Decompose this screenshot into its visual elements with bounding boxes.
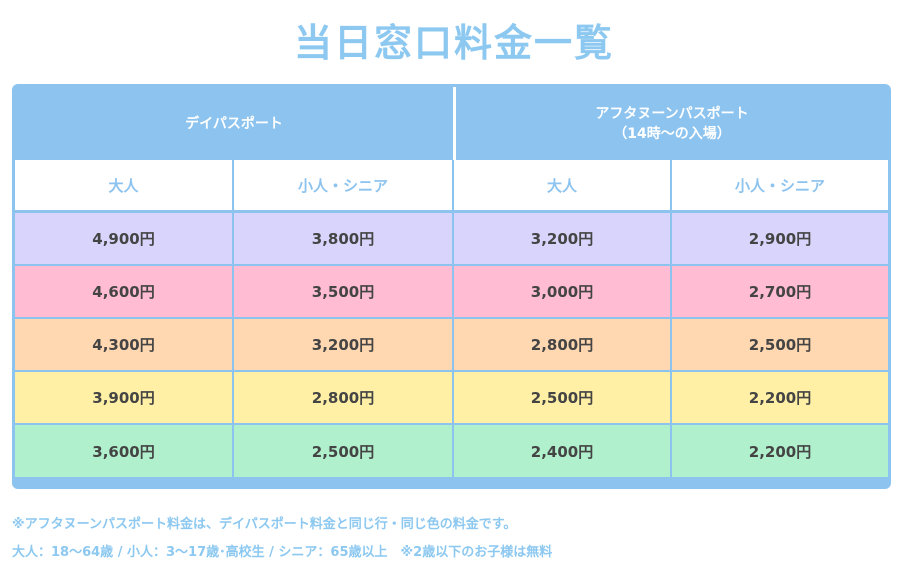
subheader-day-adult: 大人 xyxy=(15,160,234,210)
price-cell: 3,000円 xyxy=(454,266,672,317)
price-cell: 4,300円 xyxy=(15,319,234,370)
price-cell: 2,800円 xyxy=(454,319,672,370)
footnote-afternoon-pricing: ※アフタヌーンパスポート料金は、デイパスポート料金と同じ行・同じ色の料金です。 xyxy=(12,517,517,532)
price-cell: 3,200円 xyxy=(454,213,672,264)
table-row: 4,300円 3,200円 2,800円 2,500円 xyxy=(15,319,888,372)
price-cell: 2,800円 xyxy=(234,372,454,423)
price-cell: 3,200円 xyxy=(234,319,454,370)
header-afternoon-pass-note: （14時〜の入場） xyxy=(613,125,731,142)
page-title: 当日窓口料金一覧 xyxy=(293,21,614,65)
subheader-day-child-senior: 小人・シニア xyxy=(234,160,454,210)
table-row: 4,600円 3,500円 3,000円 2,700円 xyxy=(15,266,888,319)
price-cell: 2,900円 xyxy=(748,230,812,248)
subheader-afternoon-adult: 大人 xyxy=(454,160,672,210)
header-day-pass: デイパスポート xyxy=(15,87,456,160)
price-cell: 2,500円 xyxy=(748,336,812,354)
price-cell: 4,600円 xyxy=(15,266,234,317)
price-cell: 2,200円 xyxy=(748,442,812,461)
price-cell: 3,900円 xyxy=(15,372,234,423)
table-row: 3,600円 2,500円 2,400円 2,200円 xyxy=(15,425,888,477)
price-cell: 3,800円 xyxy=(234,213,454,264)
table-row: 4,900円 3,800円 3,200円 2,900円 xyxy=(15,213,888,266)
header-afternoon-pass-title: アフタヌーンパスポート xyxy=(595,105,749,122)
price-cell: 3,500円 xyxy=(234,266,454,317)
price-cell: 4,900円 xyxy=(15,213,234,264)
subheader-afternoon-child-senior: 小人・シニア xyxy=(734,176,825,195)
price-cell: 2,700円 xyxy=(748,283,812,301)
price-table: デイパスポート アフタヌーンパスポート （14時〜の入場） 大人 小人・シニア … xyxy=(12,84,891,489)
price-cell: 3,600円 xyxy=(15,425,234,477)
footnote-age-categories: 大人：18〜64歳 / 小人：3〜17歳･高校生 / シニア：65歳以上 ※2歳… xyxy=(12,545,553,560)
table-row: 3,900円 2,800円 2,500円 2,200円 xyxy=(15,372,888,425)
header-afternoon-pass: アフタヌーンパスポート （14時〜の入場） xyxy=(456,87,888,160)
table-header-row: デイパスポート アフタヌーンパスポート （14時〜の入場） xyxy=(15,87,888,160)
table-subheader-row: 大人 小人・シニア 大人 小人・シニア xyxy=(15,160,888,213)
price-cell: 2,500円 xyxy=(234,425,454,477)
price-cell: 2,200円 xyxy=(748,389,812,407)
price-cell: 2,400円 xyxy=(454,425,672,477)
price-cell: 2,500円 xyxy=(454,372,672,423)
